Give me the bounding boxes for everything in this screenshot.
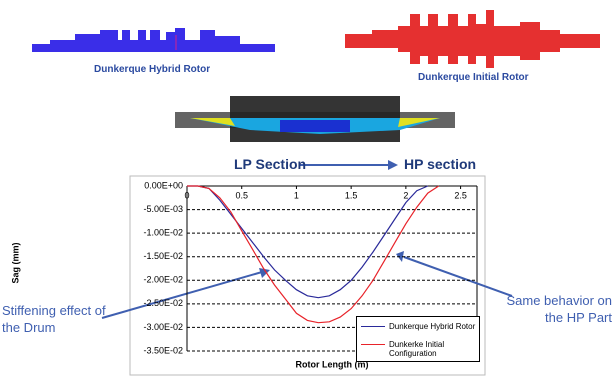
x-tick-label: 2 (403, 190, 408, 200)
y-tick-label: -2.00E-02 (143, 275, 183, 285)
y-tick-label: -3.00E-02 (143, 322, 183, 332)
annotation: Stiffening effect of the Drum (2, 302, 122, 336)
section-arrowhead (388, 160, 398, 170)
legend-label: Dunkerque Hybrid Rotor (389, 322, 477, 331)
x-tick-label: 2.5 (454, 190, 467, 200)
initial-rotor-image (345, 10, 600, 68)
image-caption: Dunkerque Hybrid Rotor (94, 64, 210, 75)
section-label: HP section (404, 156, 476, 172)
legend: Dunkerque Hybrid Rotor Dunkerke Initial C… (356, 316, 480, 362)
section-label: LP Section (234, 156, 306, 172)
y-axis-label: Sag (mm) (10, 242, 20, 283)
x-tick-label: 0.5 (235, 190, 248, 200)
annotation: Same behavior on the HP Part (506, 292, 612, 326)
y-tick-label: -5.00E-03 (143, 204, 183, 214)
legend-swatch (361, 326, 385, 327)
x-tick-label: 1.5 (345, 190, 358, 200)
hybrid-rotor-image (32, 28, 275, 52)
y-tick-label: -1.00E-02 (143, 228, 183, 238)
x-tick-label: 1 (294, 190, 299, 200)
slide: Sag (mm) Rotor Length (m) 0.00E+00-5.00E… (0, 0, 615, 378)
image-caption: Dunkerque Initial Rotor (418, 72, 529, 83)
mode-shape-image (175, 96, 455, 142)
y-tick-label: 0.00E+00 (144, 180, 183, 190)
annotation-arrow (404, 257, 512, 296)
legend-label: Dunkerke Initial Configuration (389, 340, 477, 358)
legend-swatch (361, 344, 385, 345)
y-tick-label: -2.50E-02 (143, 298, 183, 308)
y-tick-label: -1.50E-02 (143, 251, 183, 261)
y-tick-label: -3.50E-02 (143, 345, 183, 355)
